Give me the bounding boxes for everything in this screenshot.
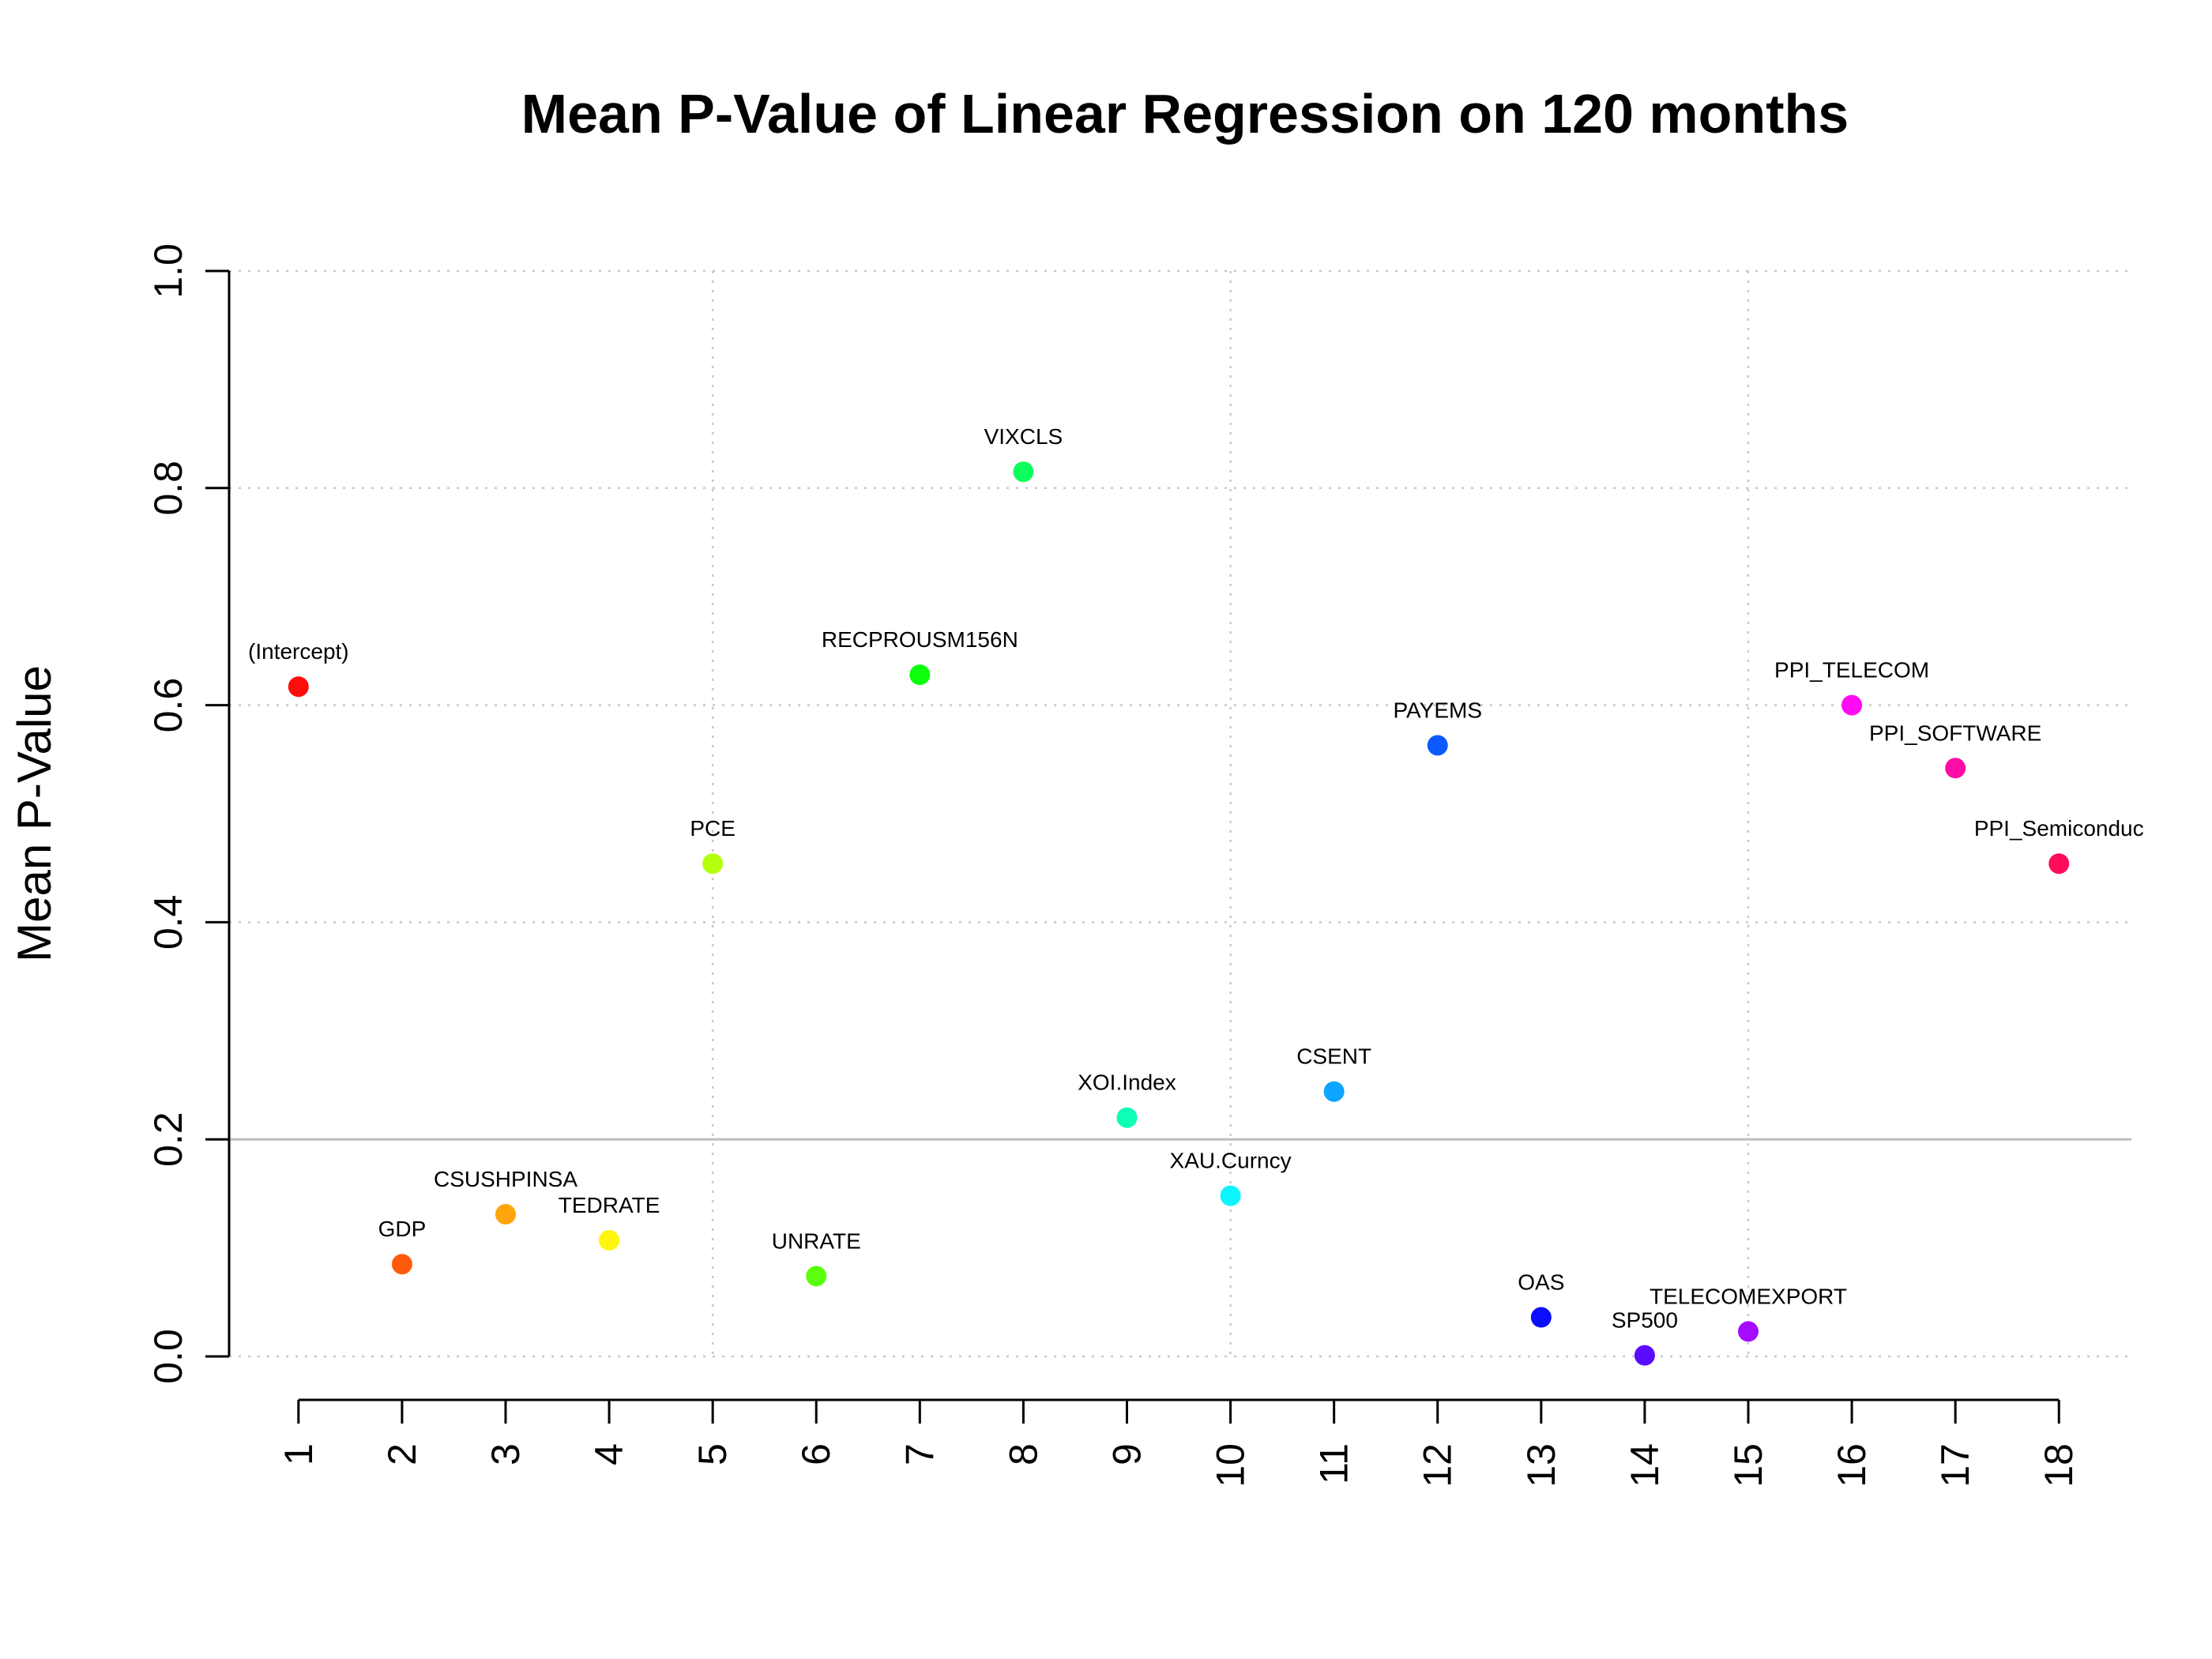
x-tick-label-5: 6 — [794, 1443, 838, 1465]
data-point-13 — [1530, 1307, 1552, 1328]
x-tick-label-15: 16 — [1830, 1443, 1874, 1488]
y-axis-label: Mean P-Value — [8, 665, 61, 962]
data-label-16: PPI_TELECOM — [1774, 658, 1929, 683]
data-point-5 — [702, 853, 724, 875]
data-label-15: TELECOMEXPORT — [1650, 1284, 1847, 1308]
data-point-3 — [495, 1204, 516, 1225]
y-tick-label-5: 1.0 — [146, 243, 190, 299]
data-point-17 — [1945, 758, 1966, 779]
data-label-7: RECPROUSM156N — [822, 627, 1018, 652]
y-tick-label-4: 0.8 — [146, 461, 190, 516]
data-label-3: CSUSHPINSA — [434, 1167, 577, 1191]
data-point-16 — [1841, 694, 1863, 716]
data-point-9 — [1116, 1107, 1138, 1128]
data-label-5: PCE — [690, 816, 735, 841]
data-label-12: PAYEMS — [1393, 698, 1482, 722]
data-point-12 — [1427, 735, 1448, 756]
y-tick-label-2: 0.4 — [146, 895, 190, 950]
x-tick-label-1: 2 — [380, 1443, 424, 1465]
data-point-2 — [391, 1254, 412, 1275]
data-label-4: TEDRATE — [559, 1193, 660, 1217]
data-point-1 — [288, 676, 309, 698]
data-label-6: UNRATE — [772, 1228, 861, 1253]
data-points — [288, 461, 2070, 1366]
x-tick-label-16: 17 — [1933, 1443, 1977, 1488]
x-tick-label-13: 14 — [1623, 1443, 1667, 1488]
x-tick-label-4: 5 — [690, 1443, 735, 1465]
data-label-8: VIXCLS — [984, 424, 1063, 449]
data-label-17: PPI_SOFTWARE — [1869, 720, 2041, 745]
axes: 0.00.20.40.60.81.01 2 3 4 5 6 7 8 9 10 11 12 13 14 15 1… — [146, 243, 2081, 1487]
y-tick-label-3: 0.6 — [146, 678, 190, 733]
data-point-18 — [2048, 853, 2070, 875]
data-label-10: XAU.Curncy — [1170, 1149, 1292, 1173]
data-point-11 — [1323, 1081, 1345, 1102]
x-tick-label-3: 4 — [587, 1443, 631, 1465]
x-tick-label-12: 13 — [1519, 1443, 1563, 1488]
data-label-11: CSENT — [1296, 1044, 1371, 1069]
data-label-1: (Intercept) — [248, 639, 349, 664]
grid-lines — [229, 269, 2131, 1358]
x-tick-label-10: 11 — [1312, 1443, 1356, 1484]
x-tick-label-2: 3 — [483, 1443, 528, 1465]
data-label-9: XOI.Index — [1078, 1070, 1176, 1095]
x-tick-label-9: 10 — [1209, 1443, 1253, 1488]
data-point-15 — [1737, 1321, 1759, 1342]
data-label-18: PPI_Semiconduc — [1974, 816, 2144, 841]
x-tick-label-17: 18 — [2037, 1443, 2081, 1488]
data-label-13: OAS — [1518, 1270, 1564, 1295]
x-tick-label-11: 12 — [1416, 1443, 1460, 1488]
y-tick-label-0: 0.0 — [146, 1329, 190, 1384]
data-point-10 — [1220, 1185, 1241, 1206]
y-tick-label-1: 0.2 — [146, 1112, 190, 1167]
x-tick-label-7: 8 — [1001, 1443, 1045, 1465]
data-point-6 — [806, 1266, 827, 1287]
data-label-14: SP500 — [1612, 1308, 1678, 1333]
data-point-7 — [909, 664, 931, 686]
x-tick-label-6: 7 — [897, 1443, 942, 1465]
data-point-8 — [1013, 461, 1034, 483]
data-point-14 — [1634, 1345, 1655, 1366]
x-tick-label-8: 9 — [1104, 1443, 1149, 1465]
data-point-4 — [599, 1229, 620, 1251]
data-label-2: GDP — [378, 1217, 427, 1241]
x-tick-label-14: 15 — [1726, 1443, 1770, 1488]
x-tick-label-0: 1 — [276, 1443, 321, 1465]
chart-title: Mean P-Value of Linear Regression on 120… — [521, 83, 1849, 145]
